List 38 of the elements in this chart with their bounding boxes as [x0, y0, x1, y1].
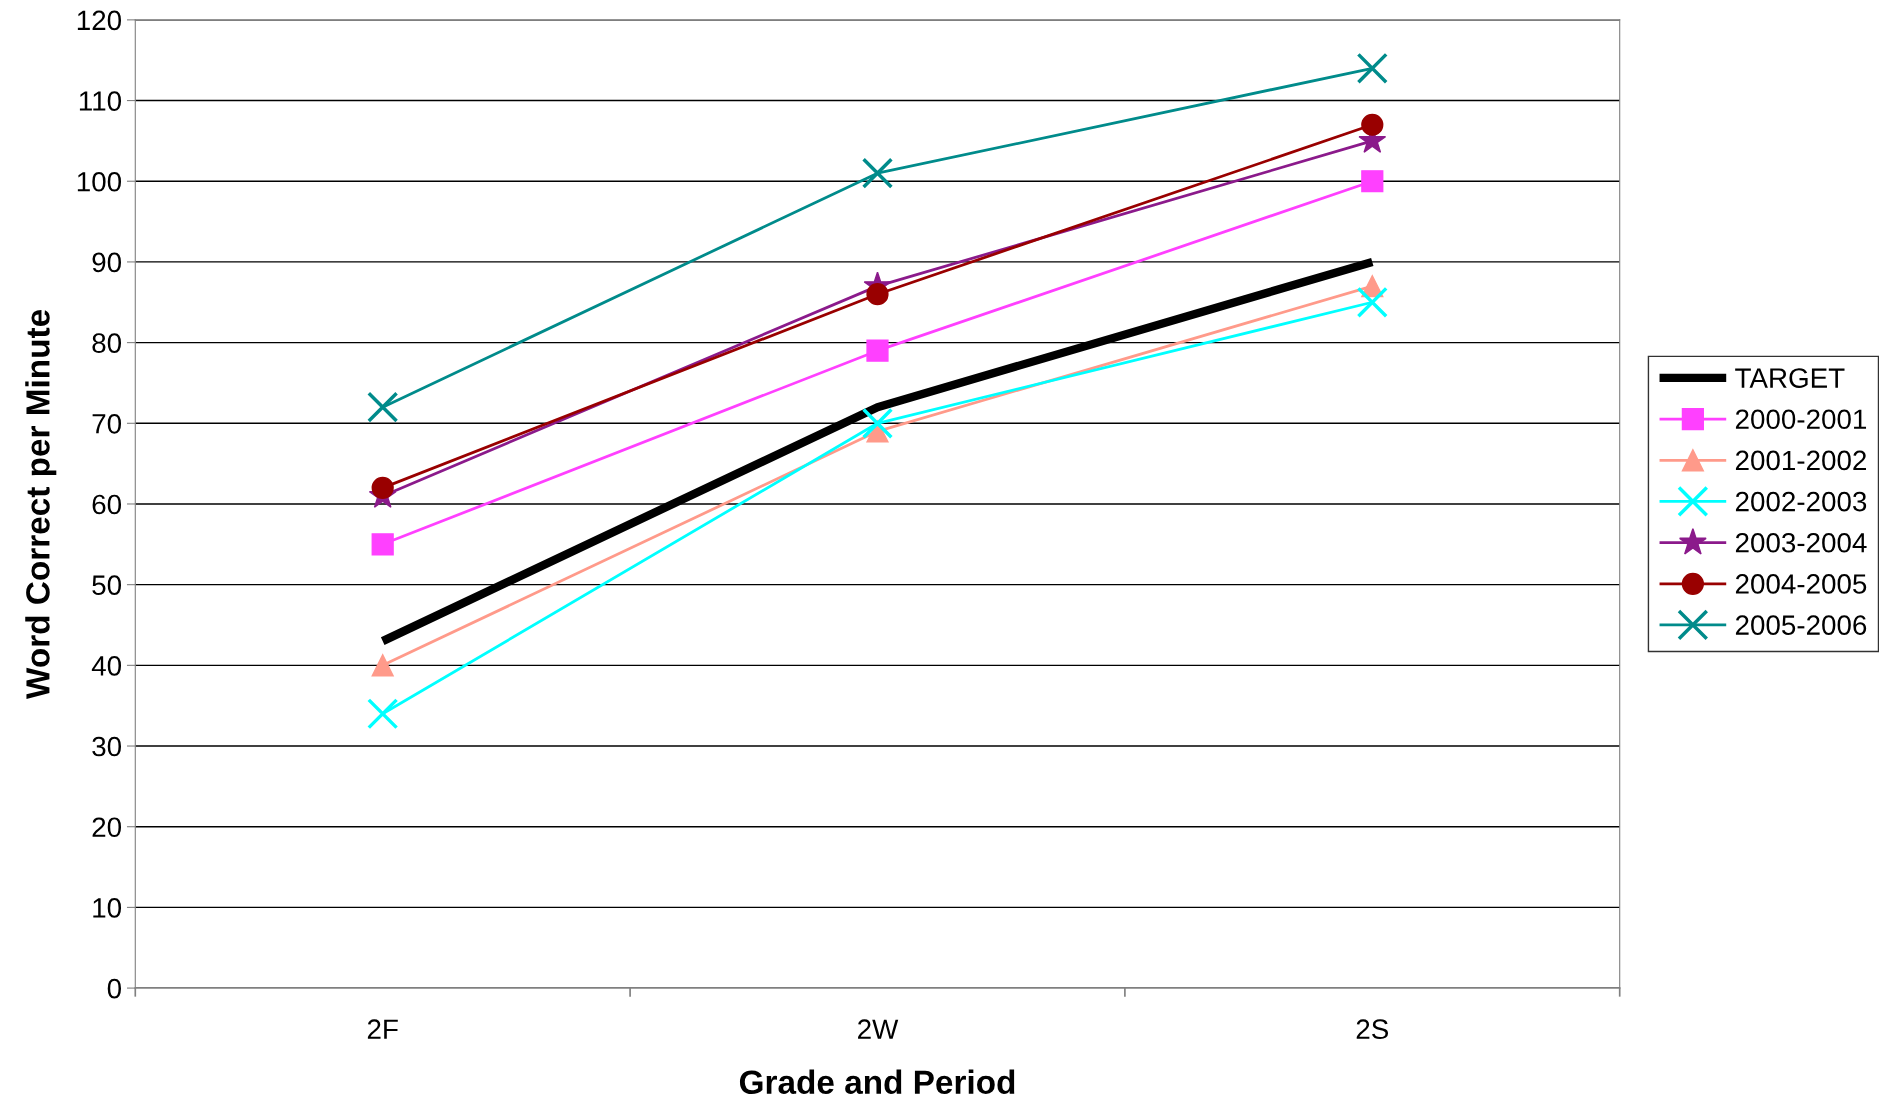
point	[1361, 170, 1384, 193]
legend-label: 2000-2001	[1735, 409, 1867, 430]
point	[1356, 52, 1388, 84]
y-tick-label: 70	[92, 413, 122, 434]
legend-label: 2002-2003	[1735, 491, 1867, 512]
y-tick-label: 120	[77, 10, 122, 31]
y-tick-label: 80	[92, 333, 122, 353]
legend-label: 2005-2006	[1735, 615, 1867, 635]
x-tick-label: 2F	[367, 1019, 398, 1039]
legend-label: 2001-2002	[1735, 450, 1866, 471]
point	[367, 698, 399, 730]
point	[861, 157, 894, 189]
y-tick-label: 20	[92, 817, 122, 838]
point	[1356, 286, 1388, 318]
y-tick-label: 50	[92, 575, 122, 595]
y-axis-title: Word Correct per Minute	[25, 310, 57, 700]
x-tick-label: 2W	[858, 1019, 899, 1039]
y-tick-label: 60	[92, 494, 122, 515]
y-tick-label: 0	[107, 978, 122, 999]
point	[371, 654, 394, 677]
point	[371, 533, 394, 556]
y-tick-label: 110	[79, 91, 122, 111]
y-tick-label: 30	[92, 736, 122, 757]
point	[1361, 113, 1384, 136]
point	[866, 339, 889, 362]
x-axis-title: Grade and Period	[739, 1069, 1015, 1095]
legend-label: TARGET	[1735, 368, 1845, 388]
point	[861, 407, 894, 439]
y-tick-label: 40	[91, 656, 122, 676]
point	[866, 283, 889, 306]
point	[371, 476, 394, 499]
y-tick-label: 90	[92, 252, 122, 273]
legend-label: 2003-2004	[1735, 532, 1867, 553]
legend-label: 2004-2005	[1735, 574, 1867, 594]
y-tick-label: 10	[93, 898, 122, 918]
x-tick-label: 2S	[1356, 1019, 1389, 1040]
y-tick-label: 100	[77, 171, 122, 192]
point	[367, 391, 399, 423]
